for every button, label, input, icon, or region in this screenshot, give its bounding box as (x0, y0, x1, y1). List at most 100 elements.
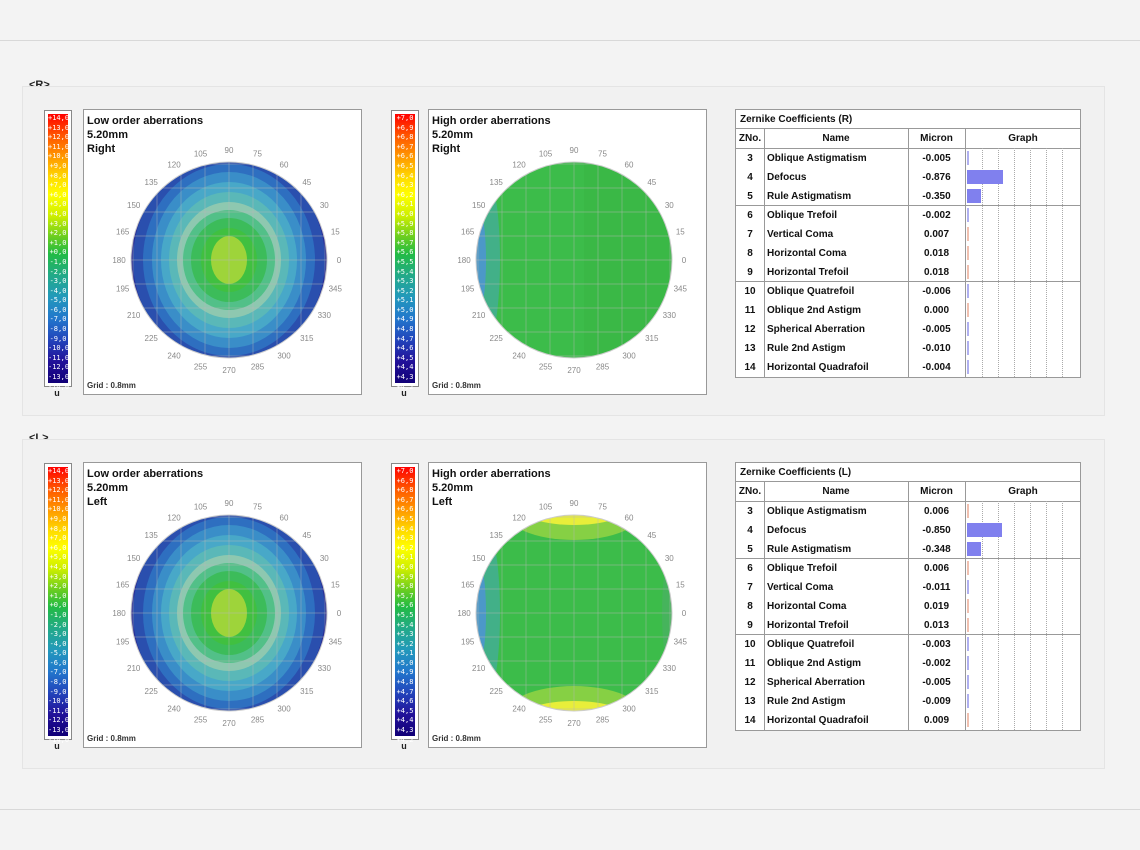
zernike-row: 10 Oblique Quatrefoil -0.006 (736, 282, 1080, 301)
angle-label: 105 (194, 503, 208, 512)
scale-label: +5,2 (396, 639, 414, 648)
scale-label: -7,0 (49, 668, 67, 677)
scale-label: +6,0 (396, 562, 414, 571)
scale-label: +6,4 (396, 524, 414, 533)
zernike-row: 7 Vertical Coma 0.007 (736, 225, 1080, 244)
scale-label: -11,0 (48, 706, 70, 715)
angle-label: 270 (567, 366, 581, 375)
zernike-number: 4 (747, 172, 753, 183)
angle-label: 285 (596, 715, 610, 724)
low-order-map: Low order aberrations 5.20mm Right Grid : 0… (83, 109, 362, 395)
pupil-size: 5.20mm (432, 482, 473, 494)
zernike-number: 3 (747, 506, 753, 517)
scale-label: -4,0 (49, 639, 67, 648)
scale-label: +6,9 (396, 476, 414, 485)
scale-label: +9,0 (49, 514, 67, 523)
scale-label: +6,7 (396, 495, 414, 504)
zernike-table: Zernike Coefficients (L) ZNo. Name Micron Gr… (735, 462, 1081, 731)
scale-label: +5,7 (396, 238, 414, 247)
eye-side: Right (87, 143, 116, 155)
scale-label: +13,0 (48, 123, 70, 132)
scale-label: +3,0 (49, 219, 67, 228)
grid-size-label: Grid : 0.8mm (432, 381, 481, 390)
scale-label: +0,0 (49, 601, 67, 610)
zernike-row: 9 Horizontal Trefoil 0.018 (736, 263, 1080, 282)
angle-label: 255 (194, 362, 208, 371)
angle-label: 285 (596, 362, 610, 371)
scale-label: +4,3 (396, 726, 414, 735)
zernike-number: 11 (744, 305, 756, 316)
color-scale-gradient (395, 467, 415, 736)
pupil-size: 5.20mm (432, 129, 473, 141)
angle-label: 225 (145, 334, 159, 343)
scale-label: +5,0 (396, 305, 414, 314)
unit-label: u (54, 741, 60, 751)
angle-label: 180 (457, 256, 471, 265)
scale-label: +10,0 (48, 152, 70, 161)
angle-label: 90 (570, 499, 579, 508)
scale-label: +6,8 (396, 486, 414, 495)
scale-label: +14,0 (48, 467, 70, 475)
column-header: Micron (920, 133, 953, 144)
scale-label: -1,0 (49, 257, 67, 266)
bottom-divider (0, 809, 1140, 810)
zernike-micron: -0.005 (922, 153, 951, 164)
angle-label: 150 (472, 201, 486, 210)
angle-label: 135 (145, 178, 159, 187)
angle-label: 225 (490, 687, 504, 696)
coefficient-bar (967, 208, 969, 222)
angle-label: 255 (194, 715, 208, 724)
scale-label: +2,0 (49, 229, 67, 238)
angle-label: 330 (318, 664, 332, 673)
zernike-number: 8 (747, 601, 753, 612)
scale-label: +1,0 (49, 591, 67, 600)
map-title: High order aberrations (432, 115, 551, 127)
zernike-row: 3 Oblique Astigmatism -0.005 (736, 149, 1080, 168)
angle-label: 240 (512, 351, 526, 360)
zernike-name: Horizontal Quadrafoil (767, 715, 869, 726)
scale-label: -9,0 (49, 687, 67, 696)
scale-label: +4,2 (396, 382, 414, 391)
angle-label: 225 (490, 334, 504, 343)
angle-label: 195 (461, 285, 475, 294)
scale-label: +6,9 (396, 123, 414, 132)
angle-label: 300 (622, 351, 636, 360)
scale-label: +5,9 (396, 219, 414, 228)
top-divider (0, 40, 1140, 41)
scale-label: +6,1 (396, 200, 414, 209)
scale-label: +4,4 (396, 363, 414, 372)
zernike-number: 8 (747, 248, 753, 259)
angle-label: 90 (225, 146, 234, 155)
scale-label: +6,5 (396, 514, 414, 523)
zernike-name: Oblique Trefoil (767, 563, 838, 574)
angle-label: 105 (194, 150, 208, 159)
scale-label: +8,0 (49, 171, 67, 180)
zernike-name: Defocus (767, 525, 807, 536)
zernike-micron: -0.850 (922, 525, 951, 536)
angle-label: 45 (647, 178, 656, 187)
zernike-micron: -0.009 (922, 696, 951, 707)
coefficient-bar (967, 599, 969, 613)
scale-label: -13,0 (48, 373, 70, 382)
angle-label: 210 (472, 664, 486, 673)
zernike-micron: -0.005 (922, 324, 951, 335)
map-title: High order aberrations (432, 468, 551, 480)
angle-label: 90 (225, 499, 234, 508)
zernike-row: 4 Defocus -0.876 (736, 168, 1080, 187)
zernike-name: Oblique 2nd Astigm (767, 658, 862, 669)
angle-label: 30 (665, 554, 674, 563)
angle-label: 120 (512, 514, 526, 523)
angle-label: 150 (127, 554, 141, 563)
column-header: ZNo. (738, 486, 762, 497)
angle-label: 0 (337, 609, 342, 618)
zernike-name: Rule Astigmatism (767, 544, 852, 555)
zernike-row: 14 Horizontal Quadrafoil 0.009 (736, 711, 1080, 730)
unit-label: u (54, 388, 60, 398)
coefficient-bar (967, 341, 969, 355)
angle-label: 195 (116, 638, 130, 647)
eye-side: Left (432, 496, 453, 508)
scale-label: +11,0 (48, 142, 70, 151)
coefficient-bar (967, 246, 969, 260)
scale-label: +6,1 (396, 553, 414, 562)
angle-label: 15 (676, 581, 685, 590)
